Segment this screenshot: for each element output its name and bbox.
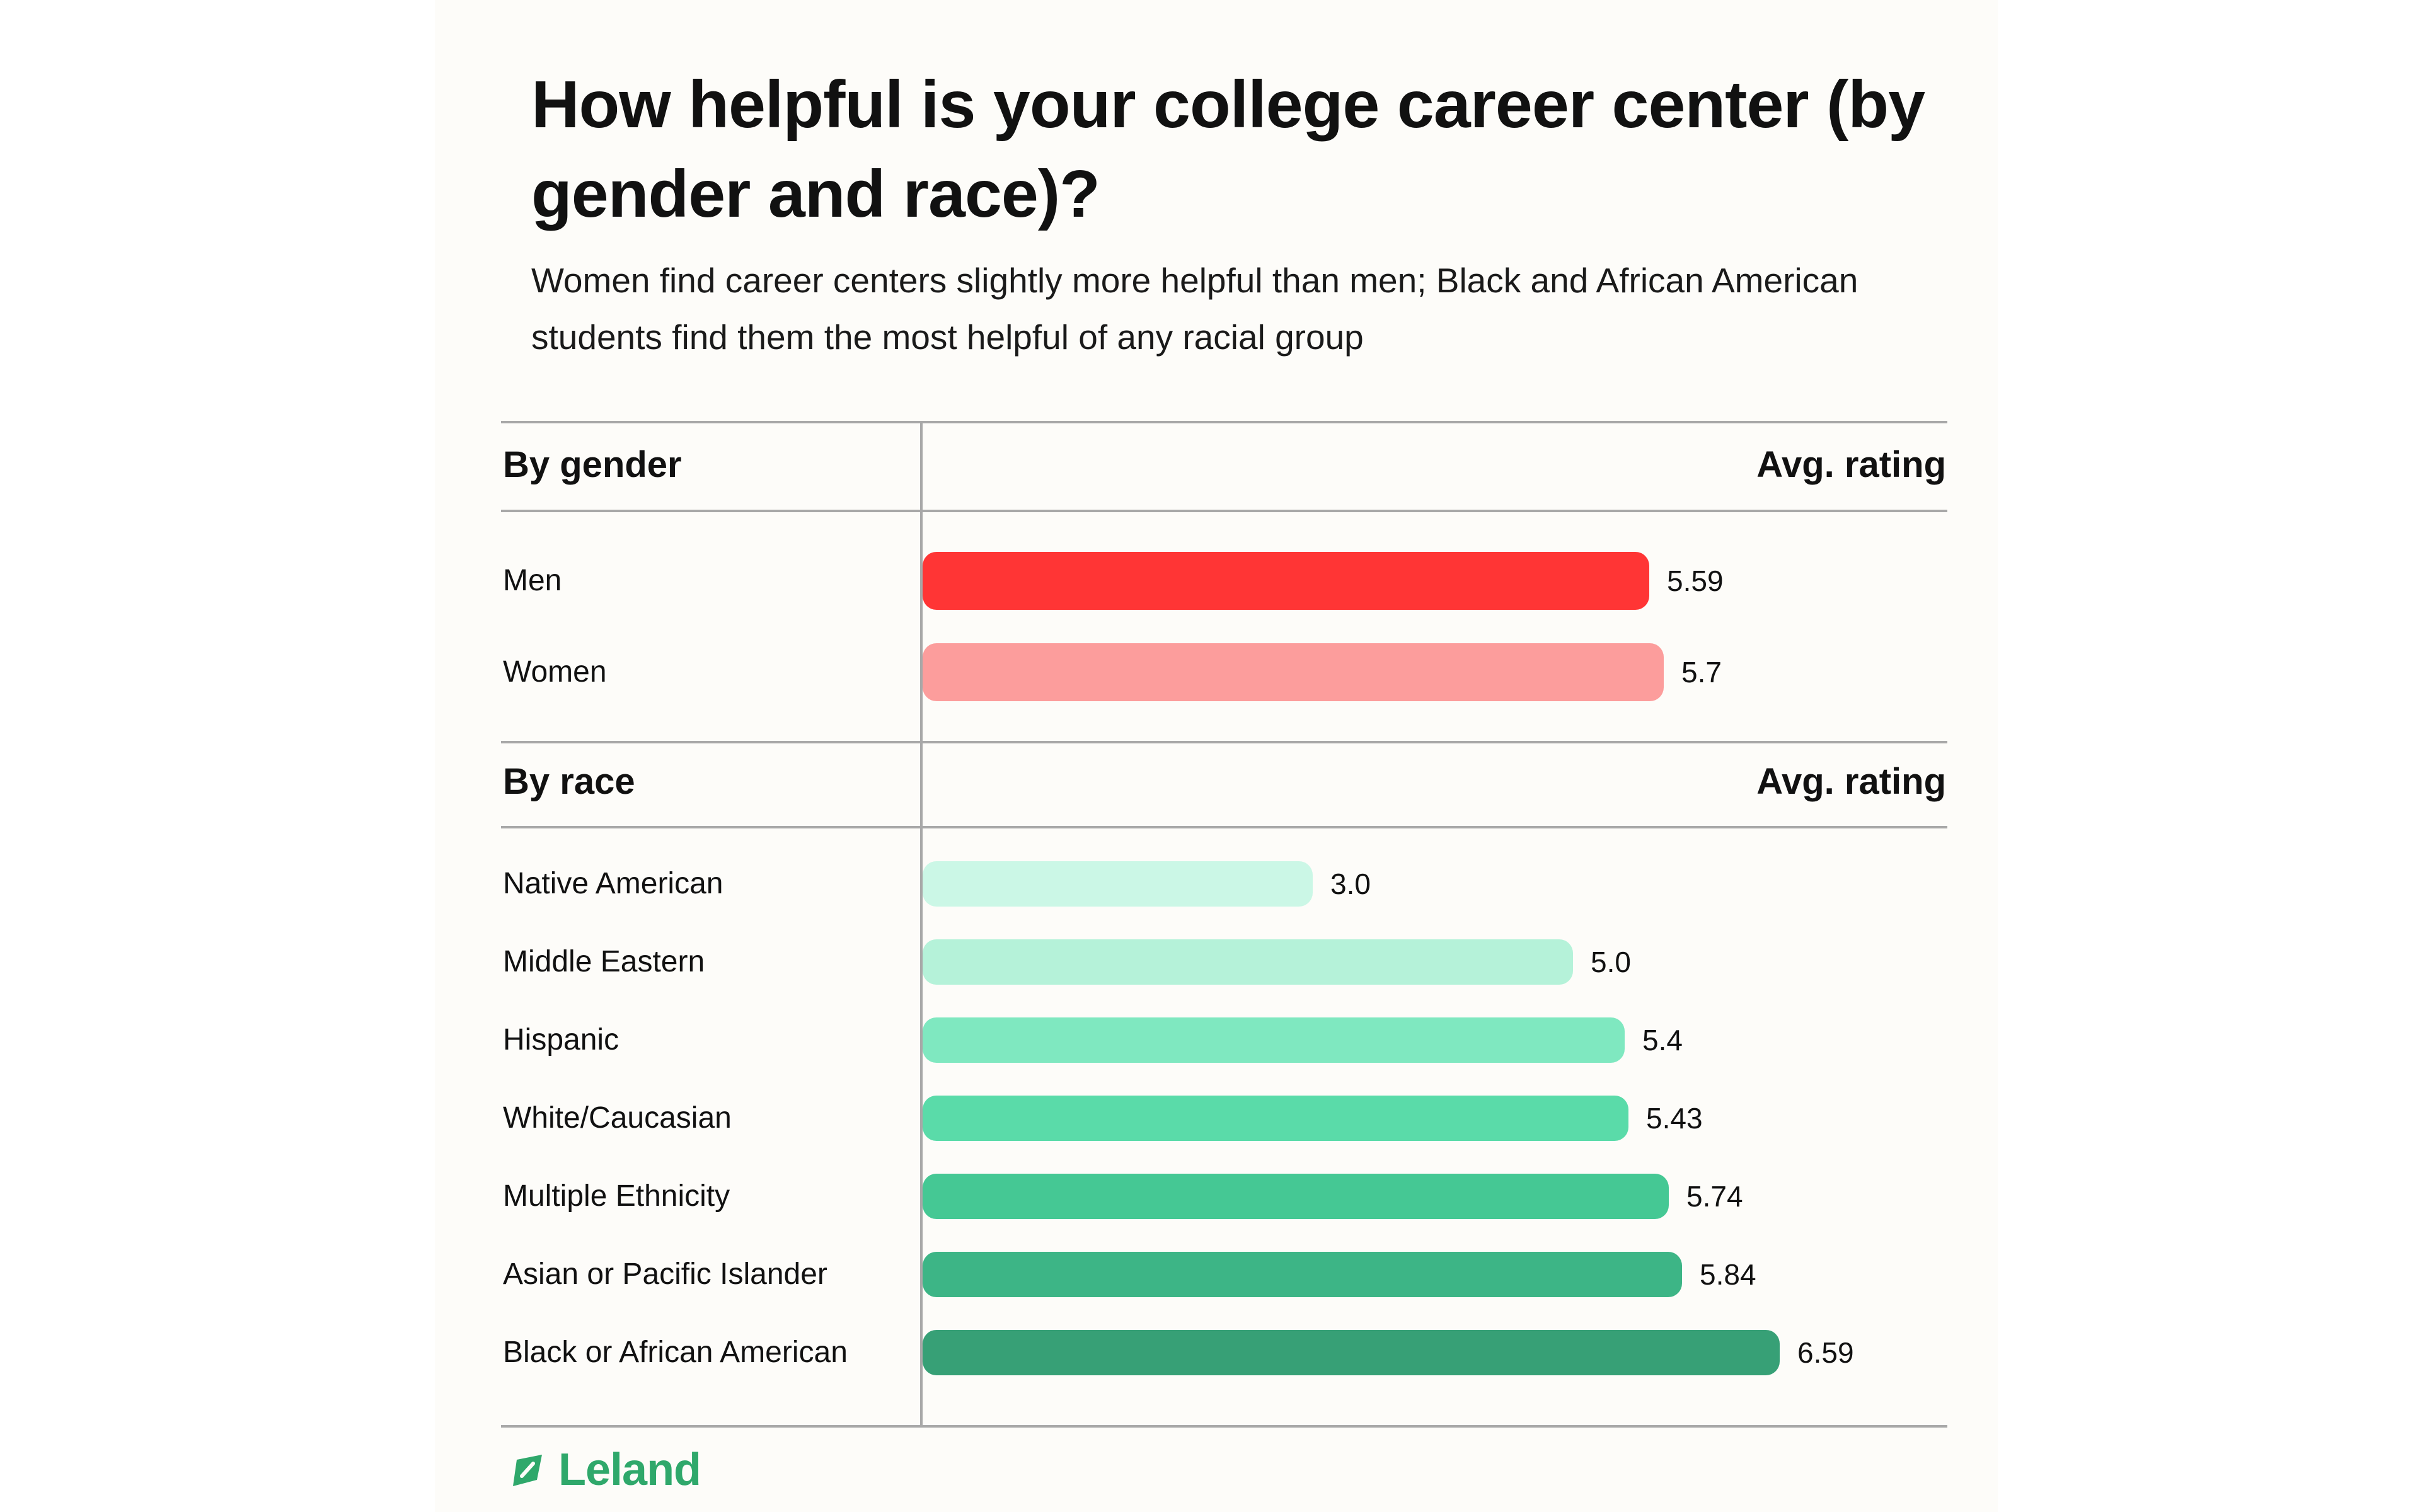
bar-category-label: Middle Eastern <box>503 945 705 978</box>
bar-value-label: 5.0 <box>1591 946 1631 978</box>
bar-value-label: 6.59 <box>1797 1336 1854 1369</box>
section-heading: By race <box>503 761 635 802</box>
value-column-header: Avg. rating <box>1756 761 1946 802</box>
bar-value-label: 5.43 <box>1646 1102 1703 1135</box>
bar-value-label: 5.4 <box>1642 1024 1683 1057</box>
bar-category-label: Multiple Ethnicity <box>503 1179 730 1213</box>
bar-mark <box>923 643 1664 701</box>
table-top-rule <box>501 421 1947 423</box>
bar-mark <box>923 1174 1669 1219</box>
bar-mark <box>923 1096 1628 1141</box>
bar-value-label: 3.0 <box>1330 868 1371 900</box>
chart-subtitle: Women find career centers slightly more … <box>531 261 1858 357</box>
leaf-compass-icon <box>513 1455 542 1486</box>
bar-value-label: 5.84 <box>1700 1258 1756 1291</box>
brand-name: Leland <box>558 1445 701 1495</box>
brand-logo: Leland <box>508 1441 701 1498</box>
bar-value-label: 5.59 <box>1667 564 1724 597</box>
bar-mark <box>923 1330 1780 1375</box>
value-column-header: Avg. rating <box>1756 444 1946 485</box>
section-bottom-rule <box>501 1425 1947 1428</box>
bar-category-label: Black or African American <box>503 1336 848 1369</box>
bar-category-label: White/Caucasian <box>503 1101 732 1135</box>
bar-category-label: Native American <box>503 867 723 900</box>
bar-mark <box>923 939 1573 985</box>
bar-mark <box>923 552 1649 610</box>
chart-title: How helpful is your college career cente… <box>531 67 1925 231</box>
bar-mark <box>923 861 1313 907</box>
bar-mark <box>923 1017 1625 1063</box>
bar-category-label: Hispanic <box>503 1023 619 1057</box>
bar-category-label: Men <box>503 564 562 597</box>
bar-category-label: Asian or Pacific Islander <box>503 1257 827 1291</box>
bar-category-label: Women <box>503 655 607 689</box>
section-heading: By gender <box>503 444 682 485</box>
section-header-rule <box>501 826 1947 828</box>
bar-value-label: 5.7 <box>1681 656 1722 689</box>
bar-value-label: 5.74 <box>1686 1180 1743 1213</box>
section-header-rule <box>501 510 1947 512</box>
section-bottom-rule <box>501 741 1947 743</box>
bar-mark <box>923 1252 1682 1297</box>
table-divider-vertical <box>920 421 923 1425</box>
